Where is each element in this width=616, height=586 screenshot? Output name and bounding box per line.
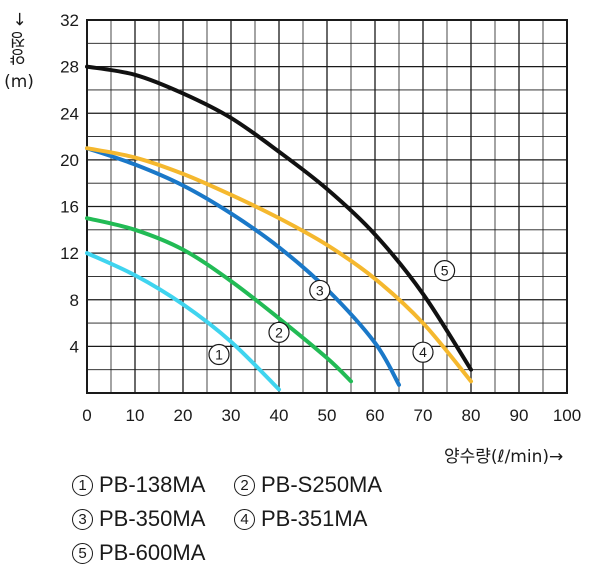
legend-number: 2 <box>234 474 255 496</box>
chart-grid <box>86 19 568 394</box>
curve-marker-label: 1 <box>215 347 223 363</box>
series-line-pb-351ma <box>85 146 473 384</box>
curve-marker-label: 5 <box>441 263 449 279</box>
series-line-pb-138ma <box>85 251 281 392</box>
legend-item-pb-351ma: 4 PB-351MA <box>234 506 367 532</box>
y-tick-label: 8 <box>70 291 79 310</box>
legend-number: 3 <box>72 508 93 530</box>
chart-markers: 1 2 3 4 5 <box>208 260 456 366</box>
x-tick-label: 70 <box>414 406 433 425</box>
y-tick-label: 4 <box>70 337 79 356</box>
y-tick-label: 12 <box>60 244 79 263</box>
x-tick-label: 10 <box>126 406 145 425</box>
x-tick-label: 40 <box>270 406 289 425</box>
legend-label: PB-600MA <box>99 540 206 565</box>
x-tick-label: 0 <box>82 406 91 425</box>
x-tick-label: 20 <box>174 406 193 425</box>
x-tick-label: 60 <box>366 406 385 425</box>
x-tick-label: 30 <box>222 406 241 425</box>
y-tick-label: 24 <box>60 104 79 123</box>
legend-item-pb-s250ma: 2 PB-S250MA <box>234 472 382 498</box>
series-line-pb-s250ma <box>85 216 353 384</box>
y-axis-title: 양정 ← (m) <box>2 12 36 92</box>
legend-number: 4 <box>234 508 255 530</box>
series-line-pb-350ma <box>85 146 401 387</box>
y-tick-label: 28 <box>60 58 79 77</box>
y-axis-unit: (m) <box>4 71 34 92</box>
x-tick-label: 50 <box>318 406 337 425</box>
y-tick-label: 20 <box>60 151 79 170</box>
x-tick-label: 100 <box>553 406 581 425</box>
chart-series <box>85 64 473 392</box>
legend-item-pb-138ma: 1 PB-138MA <box>72 472 205 498</box>
legend-label: PB-138MA <box>99 472 206 497</box>
curve-marker-circle <box>309 279 331 302</box>
curve-marker-circle <box>268 321 290 343</box>
curve-marker-label: 3 <box>316 282 324 298</box>
series-line-pb-600ma <box>85 64 473 372</box>
legend-item-pb-600ma: 5 PB-600MA <box>72 540 205 566</box>
plot-frame <box>86 19 568 394</box>
legend-number: 1 <box>72 474 93 496</box>
y-tick-label: 16 <box>60 198 79 217</box>
curve-marker-circle <box>434 260 456 282</box>
legend-label: PB-S250MA <box>261 472 383 497</box>
curve-marker-circle <box>412 341 434 363</box>
legend-label: PB-350MA <box>99 506 206 531</box>
x-tick-label: 90 <box>510 406 529 425</box>
y-tick-label: 32 <box>60 11 79 30</box>
legend-label: PB-351MA <box>261 506 368 531</box>
legend-number: 5 <box>72 542 93 564</box>
x-tick-label: 80 <box>462 406 481 425</box>
x-axis-label: 양수량(ℓ/min)→ <box>444 447 563 467</box>
curve-marker-label: 4 <box>419 344 427 360</box>
curve-marker-label: 2 <box>275 324 283 340</box>
legend-item-pb-350ma: 3 PB-350MA <box>72 506 205 532</box>
curve-marker-circle <box>208 343 230 366</box>
